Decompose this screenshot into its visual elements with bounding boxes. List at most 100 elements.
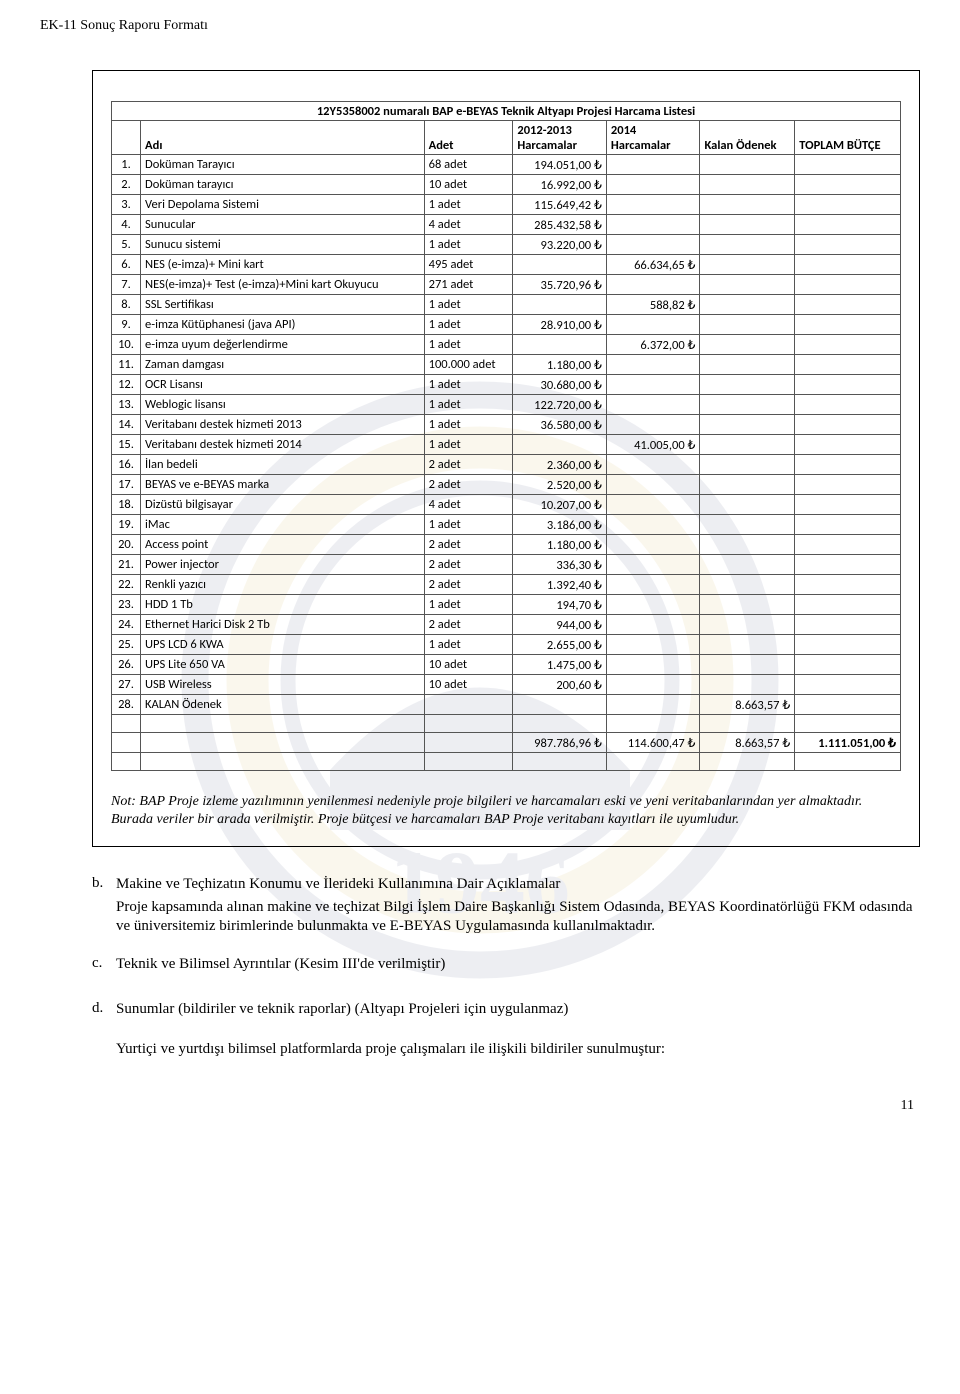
row-name: iMac [141,515,425,535]
row-kalan [700,635,795,655]
row-qty: 1 adet [424,635,513,655]
row-index: 2. [112,175,141,195]
row-name: Veritabanı destek hizmeti 2013 [141,415,425,435]
row-index: 3. [112,195,141,215]
row-2014 [606,635,700,655]
row-toplam [795,155,901,175]
row-name: NES(e-imza)+ Test (e-imza)+Mini kart Oku… [141,275,425,295]
row-qty: 2 adet [424,575,513,595]
section-c: c. Teknik ve Bilimsel Ayrıntılar (Kesim … [92,955,920,978]
row-qty: 2 adet [424,615,513,635]
row-index: 14. [112,415,141,435]
row-toplam [795,175,901,195]
row-index: 9. [112,315,141,335]
row-kalan [700,615,795,635]
row-qty: 4 adet [424,215,513,235]
row-qty: 2 adet [424,535,513,555]
row-qty: 1 adet [424,415,513,435]
row-name: Sunucu sistemi [141,235,425,255]
row-2012-2013: 1.180,00 ₺ [513,535,607,555]
row-2012-2013: 285.432,58 ₺ [513,215,607,235]
row-toplam [795,595,901,615]
row-toplam [795,215,901,235]
row-qty: 10 adet [424,655,513,675]
row-2012-2013 [513,295,607,315]
row-2012-2013: 28.910,00 ₺ [513,315,607,335]
row-index: 6. [112,255,141,275]
row-name: Veri Depolama Sistemi [141,195,425,215]
row-index: 5. [112,235,141,255]
row-index: 16. [112,455,141,475]
table-title-row: 12Y5358002 numaralı BAP e-BEYAS Teknik A… [112,102,901,121]
row-name: UPS Lite 650 VA [141,655,425,675]
row-name: SSL Sertifikası [141,295,425,315]
row-toplam [795,615,901,635]
row-index: 19. [112,515,141,535]
table-row: 18.Dizüstü bilgisayar4 adet10.207,00 ₺ [112,495,901,515]
table-row: 8.SSL Sertifikası1 adet588,82 ₺ [112,295,901,315]
row-2014 [606,695,700,715]
table-row: 7.NES(e-imza)+ Test (e-imza)+Mini kart O… [112,275,901,295]
row-qty [424,695,513,715]
row-kalan [700,295,795,315]
row-qty: 271 adet [424,275,513,295]
total-2014: 114.600,47 ₺ [606,733,700,753]
row-2012-2013: 16.992,00 ₺ [513,175,607,195]
table-row: 21.Power injector2 adet336,30 ₺ [112,555,901,575]
table-row: 15.Veritabanı destek hizmeti 20141 adet4… [112,435,901,455]
table-row: 9.e-imza Kütüphanesi (java API)1 adet28.… [112,315,901,335]
row-kalan [700,155,795,175]
row-name: Renkli yazıcı [141,575,425,595]
row-name: Doküman Tarayıcı [141,155,425,175]
row-2012-2013: 2.520,00 ₺ [513,475,607,495]
row-name: NES (e-imza)+ Mini kart [141,255,425,275]
row-kalan [700,535,795,555]
table-row: 12.OCR Lisansı1 adet30.680,00 ₺ [112,375,901,395]
row-toplam [795,415,901,435]
row-2012-2013: 10.207,00 ₺ [513,495,607,515]
row-2012-2013: 122.720,00 ₺ [513,395,607,415]
row-2014 [606,155,700,175]
col-adi: Adı [141,121,425,155]
row-name: Power injector [141,555,425,575]
row-toplam [795,535,901,555]
row-2012-2013: 194.051,00 ₺ [513,155,607,175]
row-2014 [606,495,700,515]
row-2012-2013: 1.180,00 ₺ [513,355,607,375]
row-index: 13. [112,395,141,415]
row-name: UPS LCD 6 KWA [141,635,425,655]
row-2014 [606,675,700,695]
row-2014 [606,655,700,675]
row-2014 [606,415,700,435]
row-2012-2013: 115.649,42 ₺ [513,195,607,215]
table-row: 26.UPS Lite 650 VA10 adet1.475,00 ₺ [112,655,901,675]
row-2014 [606,315,700,335]
row-2012-2013: 2.655,00 ₺ [513,635,607,655]
row-index: 25. [112,635,141,655]
row-name: USB Wireless [141,675,425,695]
col-kalan: Kalan Ödenek [700,121,795,155]
table-row: 22.Renkli yazıcı2 adet1.392,40 ₺ [112,575,901,595]
row-qty: 4 adet [424,495,513,515]
row-kalan [700,515,795,535]
row-2014 [606,515,700,535]
row-qty: 1 adet [424,195,513,215]
row-2014 [606,595,700,615]
row-name: KALAN Ödenek [141,695,425,715]
row-qty: 1 adet [424,235,513,255]
row-2014: 588,82 ₺ [606,295,700,315]
row-toplam [795,295,901,315]
row-toplam [795,255,901,275]
section-d-body: Yurtiçi ve yurtdışı bilimsel platformlar… [116,1041,920,1058]
table-row: 11.Zaman damgası100.000 adet1.180,00 ₺ [112,355,901,375]
table-totals-row: 987.786,96 ₺ 114.600,47 ₺ 8.663,57 ₺ 1.1… [112,733,901,753]
row-index: 27. [112,675,141,695]
row-2012-2013: 2.360,00 ₺ [513,455,607,475]
table-row: 20.Access point2 adet1.180,00 ₺ [112,535,901,555]
row-index: 11. [112,355,141,375]
row-2014 [606,575,700,595]
row-2012-2013 [513,695,607,715]
row-index: 8. [112,295,141,315]
row-name: Access point [141,535,425,555]
row-toplam [795,555,901,575]
